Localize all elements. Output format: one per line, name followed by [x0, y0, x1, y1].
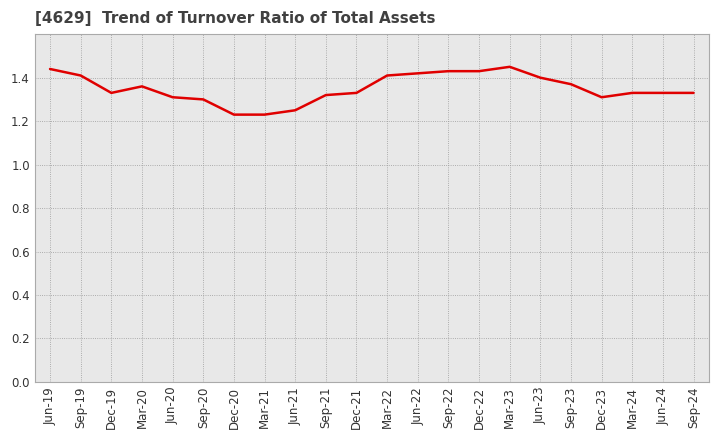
Text: [4629]  Trend of Turnover Ratio of Total Assets: [4629] Trend of Turnover Ratio of Total … — [35, 11, 435, 26]
